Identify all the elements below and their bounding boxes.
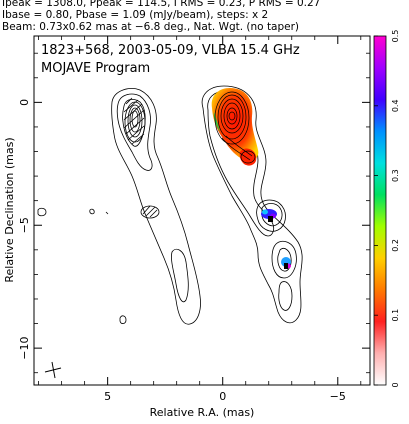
core-polarization-fill (211, 88, 259, 162)
core-contour-5 (226, 107, 238, 125)
y-tick-label: −5 (18, 217, 31, 233)
colorbar-tick-label: 0.2 (391, 239, 400, 252)
core-contour-1 (214, 91, 250, 145)
axes: 5 0 −5 0 −5 −10 (18, 36, 370, 403)
colorbar-tick-label: 0.4 (391, 99, 400, 112)
core-contour-2 (217, 94, 247, 140)
beam-minor-axis (51, 361, 56, 379)
colorbar (373, 35, 387, 386)
ghost-contour-5 (127, 104, 143, 138)
core-contour-8 (225, 135, 253, 157)
ghost-hatch (123, 97, 145, 145)
inner-jet-contour (240, 150, 256, 164)
noise-contour-3 (119, 315, 127, 324)
colorbar-tick-label: 0.3 (391, 169, 400, 182)
y-tick-label: −10 (18, 337, 31, 360)
ghost-lower-contour (171, 248, 189, 303)
x-tick-label: 0 (219, 390, 226, 403)
ghost-outer-contour (111, 88, 201, 325)
core-contour-4 (223, 102, 241, 130)
ghost-contour-6 (129, 107, 141, 133)
noise-contour-4 (105, 211, 109, 215)
core-contours (214, 91, 256, 164)
jet-outer-contour (201, 85, 303, 324)
knot1-core-mark (268, 216, 273, 222)
contour-layer (37, 85, 303, 325)
map-title: 1823+568, 2003-05-09, VLBA 15.4 GHz (41, 43, 300, 58)
header-text: Ipeak = 1308.0, Ppeak = 114.5, I RMS = 0… (2, 0, 407, 33)
colorbar-tick-label: 0.1 (391, 309, 400, 322)
knot2-contour-tail (278, 281, 293, 311)
ghost-contour-2 (116, 93, 153, 171)
knot1-contour-outer (256, 199, 286, 232)
colorbar-tick-label: 0 (391, 382, 400, 387)
colorbar-tick-label: 0.5 (391, 30, 400, 43)
ghost-blob-hatch (142, 205, 158, 218)
noise-contour-1 (37, 207, 47, 217)
header-line-2: Ibase = 0.80, Pbase = 1.09 (mJy/beam), s… (2, 9, 269, 21)
ghost-contour-7 (131, 110, 139, 128)
plot-frame (33, 35, 371, 386)
noise-contour-2 (89, 208, 95, 215)
knot1-contour-inner (261, 203, 283, 227)
x-tick-label: 5 (104, 390, 111, 403)
header-line-1: Ipeak = 1308.0, Ppeak = 114.5, I RMS = 0… (2, 0, 321, 9)
map-subtitle: MOJAVE Program (41, 61, 150, 76)
beam-marker (44, 361, 62, 379)
x-tick-label: −5 (330, 390, 346, 403)
ghost-contour-3 (122, 98, 146, 147)
core-emission (211, 88, 291, 269)
y-axis-label: Relative Declination (mas) (3, 137, 16, 282)
core-contour-7 (221, 137, 251, 161)
inner-jet-fill (239, 148, 257, 166)
header-line-3: Beam: 0.73x0.62 mas at −6.8 deg., Nat. W… (2, 21, 300, 33)
knot2-contour-outer (271, 240, 297, 279)
x-axis-label: Relative R.A. (mas) (150, 406, 255, 419)
y-tick-label: 0 (18, 99, 31, 106)
knot2-contour-inner (277, 248, 292, 272)
core-contour-3 (220, 98, 244, 134)
knot2-core-mark (284, 263, 288, 269)
core-contour-6 (228, 111, 236, 121)
knot1-cyan-fill (262, 209, 268, 215)
colorbar-ticks: 0 0.1 0.2 0.3 0.4 0.5 (374, 30, 400, 388)
